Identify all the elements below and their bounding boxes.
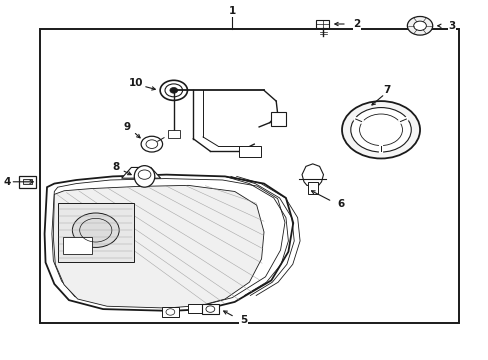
Bar xyxy=(315,20,329,28)
Text: 6: 6 xyxy=(337,199,344,210)
Polygon shape xyxy=(53,185,264,308)
Circle shape xyxy=(341,101,419,158)
Ellipse shape xyxy=(134,166,155,187)
Circle shape xyxy=(141,136,162,152)
Text: 2: 2 xyxy=(352,19,360,29)
Text: 9: 9 xyxy=(123,122,131,132)
Text: 8: 8 xyxy=(112,162,119,172)
Bar xyxy=(167,130,179,138)
Text: 7: 7 xyxy=(383,85,390,95)
Text: 10: 10 xyxy=(129,78,143,88)
Text: 4: 4 xyxy=(3,177,11,187)
Bar xyxy=(40,30,458,323)
Text: 5: 5 xyxy=(240,315,246,325)
Bar xyxy=(307,182,317,194)
Text: 1: 1 xyxy=(228,6,235,17)
Bar xyxy=(19,176,36,188)
Bar xyxy=(201,304,219,314)
Circle shape xyxy=(413,21,426,31)
Bar xyxy=(58,203,134,262)
Text: 3: 3 xyxy=(447,21,454,31)
Bar xyxy=(161,307,179,318)
Polygon shape xyxy=(122,167,160,178)
Bar xyxy=(187,305,201,313)
Circle shape xyxy=(350,108,410,152)
Circle shape xyxy=(169,87,177,93)
Bar xyxy=(63,237,92,253)
Circle shape xyxy=(72,213,119,247)
Circle shape xyxy=(407,17,432,35)
Bar xyxy=(271,112,285,126)
Bar xyxy=(23,179,32,184)
Polygon shape xyxy=(302,164,323,185)
Bar xyxy=(238,146,260,157)
